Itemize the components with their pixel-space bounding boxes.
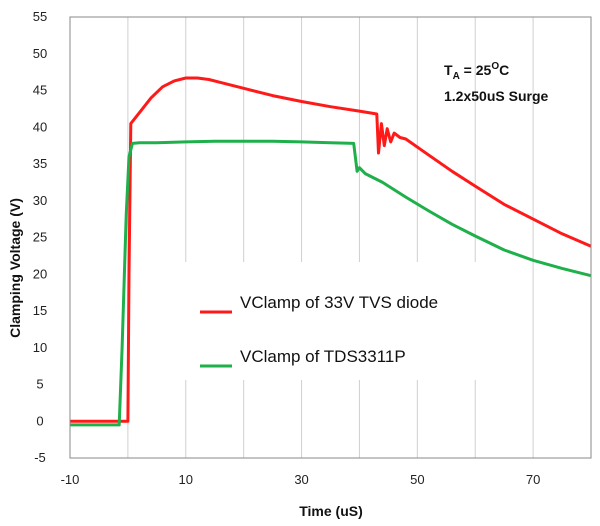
annotation-line-1: TA = 25OC (444, 61, 509, 82)
legend-label-tvs: VClamp of 33V TVS diode (240, 293, 438, 312)
y-tick-label: -5 (34, 450, 46, 465)
x-axis-title: Time (uS) (299, 503, 363, 519)
x-tick-label: -10 (61, 472, 80, 487)
y-tick-label: 5 (36, 377, 43, 392)
series-line-tvs-diode (70, 76, 592, 423)
y-tick-label: 10 (33, 340, 47, 355)
annotation: TA = 25OC 1.2x50uS Surge (444, 61, 548, 104)
annotation-t: T (444, 62, 453, 78)
y-tick-label: 55 (33, 9, 47, 24)
x-tick-label: 10 (179, 472, 193, 487)
y-tick-label: 30 (33, 193, 47, 208)
gridlines (69, 17, 592, 458)
y-axis-title: Clamping Voltage (V) (7, 198, 23, 338)
legend-label-tds: VClamp of TDS3311P (240, 347, 406, 366)
legend-background (180, 262, 510, 380)
y-tick-label: 15 (33, 303, 47, 318)
series-lines (70, 76, 592, 427)
annotation-superscript: O (491, 61, 499, 72)
y-tick-label: 35 (33, 156, 47, 171)
x-tick-label: 50 (410, 472, 424, 487)
annotation-unit: C (499, 62, 509, 78)
legend: VClamp of 33V TVS diode VClamp of TDS331… (180, 262, 510, 380)
annotation-subscript: A (453, 71, 460, 82)
x-tick-label: 30 (294, 472, 308, 487)
y-tick-label: 45 (33, 83, 47, 98)
series-line-tds3311p (70, 139, 592, 427)
y-tick-label: 50 (33, 46, 47, 61)
y-tick-label: 0 (36, 413, 43, 428)
y-tick-label: 25 (33, 230, 47, 245)
y-tick-label: 40 (33, 119, 47, 134)
y-tick-label: 20 (33, 266, 47, 281)
annotation-line-2: 1.2x50uS Surge (444, 88, 548, 104)
tick-labels: -5 0 5 10 15 20 25 30 35 40 45 50 55 -10 10 30 50 70 (33, 9, 541, 487)
annotation-equals: = 25 (460, 62, 492, 78)
plot-frame (69, 16, 592, 459)
x-tick-label: 70 (526, 472, 540, 487)
